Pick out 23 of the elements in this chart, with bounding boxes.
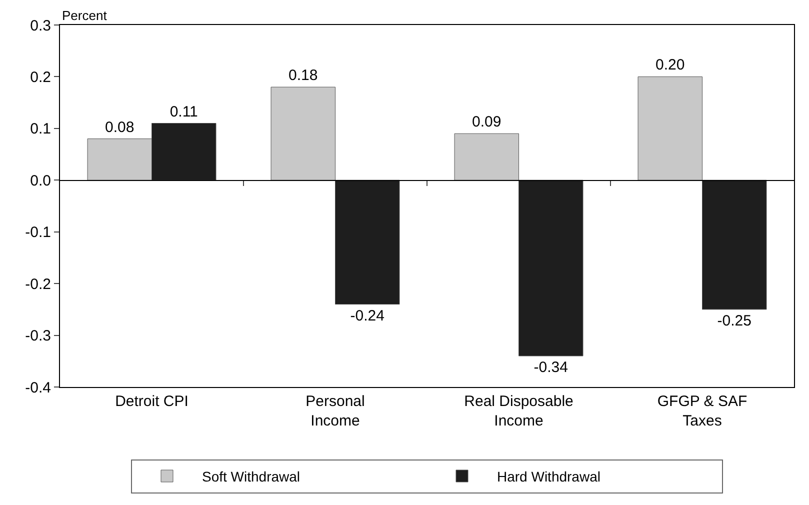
y-tick-label: 0.1 — [30, 120, 51, 138]
data-label: 0.18 — [288, 67, 318, 84]
y-tick-label: -0.3 — [25, 328, 51, 345]
x-tick-label: Personal Income — [306, 393, 365, 430]
data-label: 0.08 — [105, 118, 134, 136]
data-label: -0.34 — [534, 358, 568, 376]
data-label: 0.20 — [656, 56, 685, 74]
y-tick-label: 0.3 — [30, 17, 51, 34]
legend-label: Soft Withdrawal — [202, 468, 300, 484]
data-label: 0.11 — [170, 103, 198, 120]
x-tick-label: Real Disposable Income — [464, 393, 574, 430]
data-label: -0.24 — [350, 307, 384, 324]
y-tick-label: -0.2 — [25, 276, 51, 293]
y-tick-label: 0.0 — [30, 172, 51, 190]
y-tick-label: -0.1 — [25, 224, 51, 242]
y-tick-label: 0.2 — [30, 68, 51, 86]
y-axis-title: Percent — [62, 8, 108, 23]
data-label: -0.25 — [717, 312, 752, 330]
x-tick-label: Detroit CPI — [115, 393, 188, 410]
data-label: 0.09 — [472, 114, 502, 131]
x-tick-label: GFGP & SAF Taxes — [657, 393, 748, 430]
legend-label: Hard Withdrawal — [497, 468, 600, 484]
y-tick-label: -0.4 — [25, 379, 51, 396]
